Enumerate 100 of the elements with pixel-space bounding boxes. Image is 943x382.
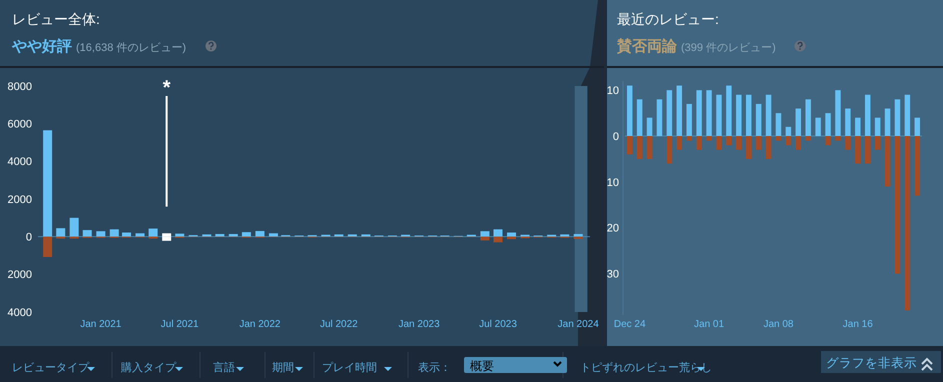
bar (904, 94, 910, 136)
bar (855, 118, 861, 136)
bar (706, 90, 712, 136)
y-tick-label: 10 (606, 85, 619, 98)
annotation: * (162, 77, 171, 99)
bar (796, 136, 802, 150)
bar (716, 94, 722, 136)
x-tick-label: Jul 2021 (160, 319, 200, 330)
bar (914, 136, 920, 196)
bar (494, 236, 502, 242)
bar (736, 94, 742, 136)
bar (914, 118, 920, 136)
bar (82, 230, 92, 237)
bar (815, 118, 821, 136)
y-tick-label: 20 (606, 222, 619, 235)
bar (686, 104, 692, 136)
bar (756, 104, 762, 136)
bar (148, 228, 158, 237)
bar (825, 113, 831, 136)
bar (215, 234, 224, 237)
y-tick-label: 0 (612, 130, 619, 143)
x-tick-label: Jan 16 (842, 319, 874, 330)
bar (626, 86, 632, 136)
bar (864, 136, 870, 164)
bar (874, 136, 880, 150)
bar (894, 136, 900, 274)
bar (786, 126, 792, 136)
bar (776, 136, 782, 141)
bar (507, 236, 516, 240)
bar (716, 136, 722, 150)
bar (56, 228, 66, 237)
y-tick-label: 10 (606, 176, 619, 189)
bar (242, 232, 251, 237)
bar (796, 108, 802, 136)
text: (16,638 件のレビュー) (76, 42, 186, 54)
x-tick-label: Jan 2022 (239, 319, 281, 330)
x-tick-label: Jul 2022 (320, 319, 358, 330)
text: レビュータイプ (12, 361, 90, 374)
bar (766, 136, 772, 159)
bar (726, 136, 732, 146)
x-tick-label: Jul 2023 (479, 319, 518, 330)
bar (686, 136, 692, 141)
bar (574, 234, 583, 237)
bar (884, 108, 890, 136)
bar (255, 231, 264, 237)
bar (835, 136, 841, 141)
bar (656, 99, 662, 136)
bar (480, 236, 490, 240)
bar (110, 229, 119, 237)
bar (696, 90, 702, 136)
bar (96, 231, 106, 237)
x-tick-label: Jan 08 (763, 319, 794, 330)
x-tick-label: Jan 2024 (558, 319, 600, 330)
bar (874, 118, 880, 136)
bar (636, 99, 642, 136)
bar (884, 136, 890, 187)
bar (845, 136, 851, 150)
x-tick-label: Jan 01 (694, 319, 724, 330)
bar (696, 136, 702, 150)
text: 言語 (213, 361, 235, 374)
chart-title: 最近のレビュー: (617, 11, 719, 27)
text: プレイ時間 (322, 361, 377, 374)
bar (646, 136, 652, 159)
bar (825, 136, 831, 146)
bar (776, 113, 782, 136)
bar (70, 218, 79, 237)
bar (636, 136, 642, 159)
bar (228, 234, 238, 237)
text: (399 件のレビュー) (681, 42, 776, 54)
bar (786, 136, 792, 146)
text: 表示： (418, 361, 451, 374)
y-tick-label: 8000 (8, 80, 32, 93)
y-tick-label: 2000 (8, 194, 32, 206)
bar (676, 136, 682, 150)
y-tick-label: 2000 (8, 269, 32, 282)
chart-subtitle: 賛否両論 (616, 38, 678, 55)
text: トピずれのレビュー荒らし (580, 361, 712, 374)
bar (175, 234, 184, 237)
x-tick-label: Jan 2021 (80, 319, 122, 330)
bar (736, 136, 742, 150)
chart-title: レビュー全体: (12, 11, 100, 27)
bar (746, 94, 752, 136)
bar (805, 99, 811, 136)
bar (855, 136, 861, 164)
y-tick-label: 30 (606, 268, 619, 281)
bar (746, 136, 752, 159)
text: 概要 (470, 359, 494, 373)
y-tick-label: 0 (26, 232, 32, 244)
bar (864, 94, 870, 136)
chart-subtitle: やや好評 (11, 38, 72, 55)
text: グラフを非表示 (826, 356, 917, 370)
y-tick-label: 6000 (8, 118, 32, 131)
bar (507, 232, 516, 237)
y-tick-label: 4000 (8, 306, 32, 319)
x-tick-label: Dec 24 (614, 319, 646, 330)
x-tick-label: Jan 2023 (398, 319, 440, 330)
bar (706, 136, 712, 141)
text: 期間 (272, 362, 294, 374)
bar (726, 86, 732, 136)
bar (666, 90, 672, 136)
